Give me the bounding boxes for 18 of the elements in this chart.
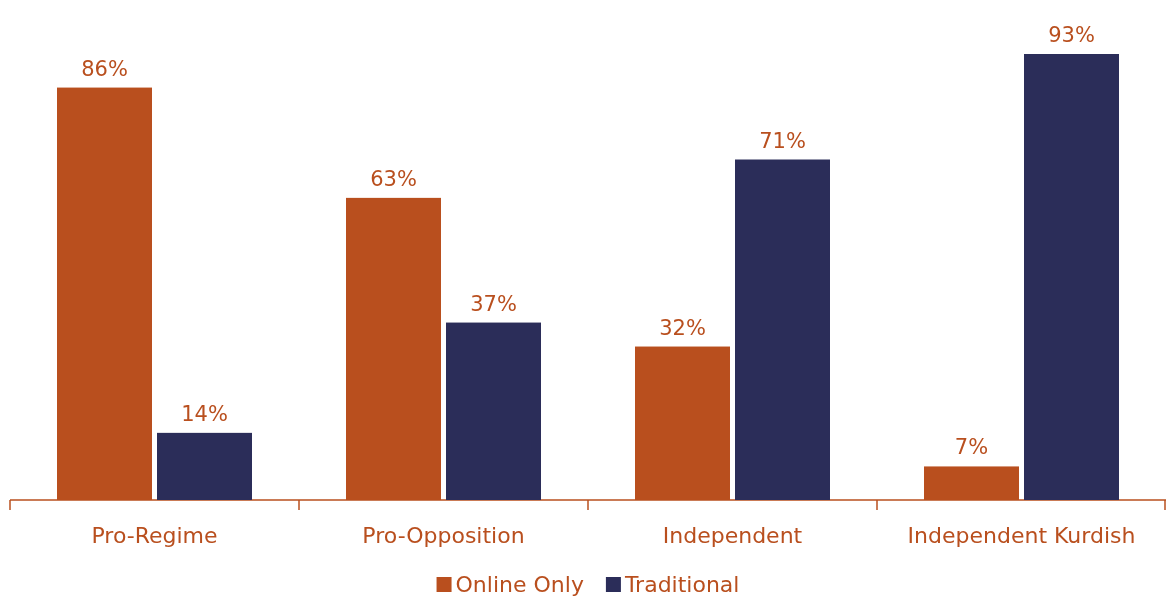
data-label: 63% xyxy=(370,166,417,191)
x-tick-label: Pro-Regime xyxy=(91,523,218,548)
data-label: 7% xyxy=(954,435,989,460)
legend-label: Traditional xyxy=(623,572,740,597)
bar xyxy=(446,322,541,500)
data-label: 86% xyxy=(81,56,128,81)
bar xyxy=(1024,54,1119,500)
data-label: 14% xyxy=(181,401,228,426)
data-label: 32% xyxy=(659,315,706,340)
bar xyxy=(157,432,252,500)
x-tick-label: Independent xyxy=(662,523,803,548)
data-label: 71% xyxy=(759,128,806,153)
bar xyxy=(735,159,830,500)
legend-label: Online Only xyxy=(455,572,584,597)
x-tick-label: Independent Kurdish xyxy=(907,523,1136,548)
data-label: 37% xyxy=(470,291,517,316)
data-label: 93% xyxy=(1048,23,1095,47)
x-tick-label: Pro-Opposition xyxy=(362,523,525,548)
